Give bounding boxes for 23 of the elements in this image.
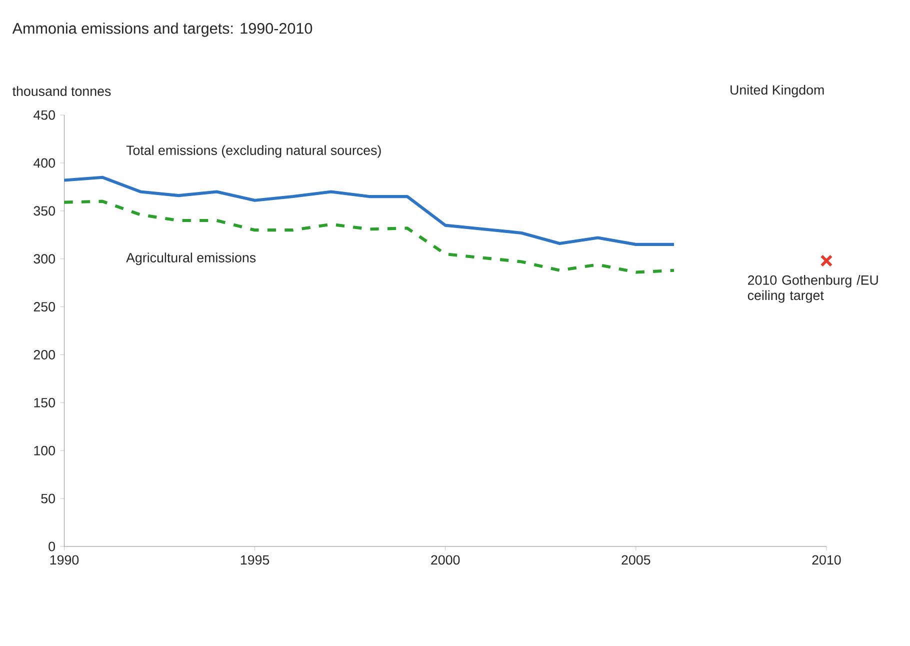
line-series xyxy=(62,200,676,274)
y-tick-label: 400 xyxy=(34,158,56,168)
y-tick-label: 200 xyxy=(34,350,56,360)
y-tick-label: 350 xyxy=(34,206,56,216)
series-label: 2010 Gothenburg /EU ceiling target xyxy=(748,274,878,303)
y-tick-label: 50 xyxy=(41,494,56,504)
line-series xyxy=(62,176,676,246)
y-tick-label: 300 xyxy=(34,254,56,264)
y-tick-label: 450 xyxy=(34,110,56,120)
x-tick-label: 2005 xyxy=(622,555,650,565)
x-tick-label: 1995 xyxy=(240,555,270,565)
x-tick-label: 2000 xyxy=(431,555,460,565)
y-axis-title: thousand tonnes xyxy=(12,86,111,96)
y-tick-label: 150 xyxy=(34,398,56,408)
y-tick-label: 0 xyxy=(48,542,56,552)
y-tick-label: 100 xyxy=(34,446,56,456)
x-tick-label: 2010 xyxy=(812,555,841,565)
text: Total emissions (excluding natural sources) xyxy=(126,145,381,158)
chart-title: Ammonia emissions and targets: 1990-2010 xyxy=(12,22,312,37)
series-label: Agricultural emissions xyxy=(126,252,256,265)
chart-subtitle: United Kingdom xyxy=(730,84,824,98)
x-tick-label: 1990 xyxy=(50,555,79,565)
y-tick-label: 250 xyxy=(34,302,56,312)
